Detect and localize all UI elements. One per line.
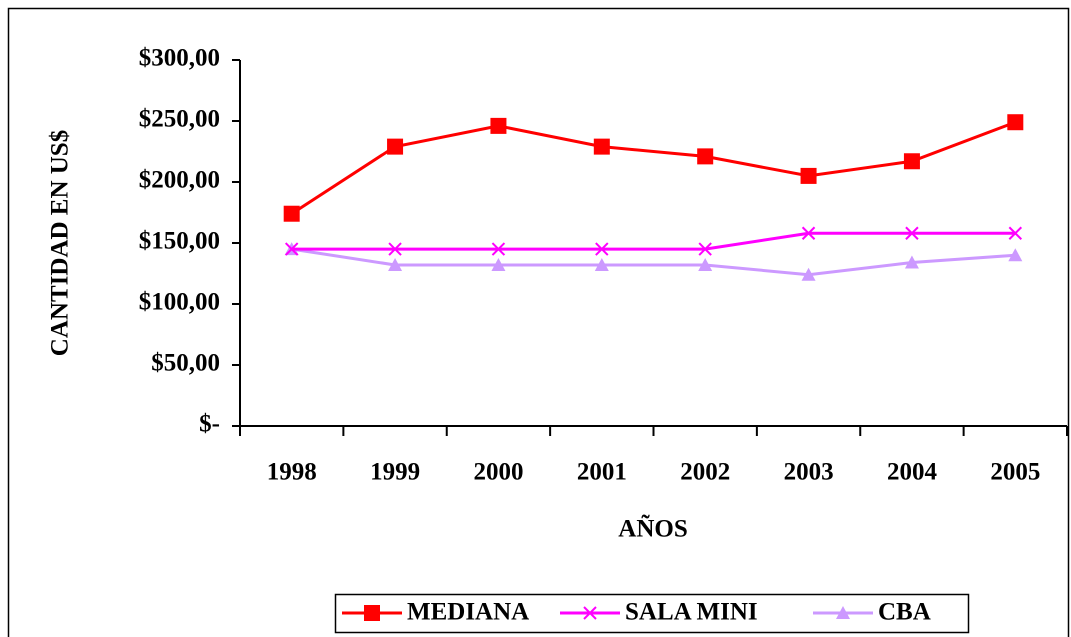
y-tick-label: $250,00 — [139, 106, 220, 133]
marker — [388, 257, 403, 271]
legend-label: MEDIANA — [407, 599, 529, 626]
marker — [1007, 114, 1024, 131]
y-tick-label: $- — [199, 411, 220, 438]
marker — [801, 267, 816, 281]
y-axis-title: CANTIDAD EN US$ — [47, 130, 74, 356]
y-tick-label: $100,00 — [139, 289, 220, 316]
marker — [903, 153, 920, 170]
marker — [388, 242, 402, 256]
marker — [1008, 226, 1023, 240]
x-tick-label: 2001 — [577, 459, 627, 486]
legend-label: CBA — [878, 599, 931, 626]
marker — [583, 606, 597, 620]
marker — [491, 242, 506, 256]
marker — [284, 242, 299, 256]
marker — [491, 257, 506, 271]
marker — [698, 242, 712, 256]
marker — [490, 117, 507, 134]
series-line — [290, 120, 1016, 215]
x-tick-label: 2004 — [887, 459, 938, 486]
marker — [387, 138, 404, 155]
x-tick-label: 2000 — [473, 459, 523, 486]
x-tick-label: 2002 — [680, 459, 730, 486]
legend-label: SALA MINI — [625, 599, 758, 626]
marker — [594, 257, 609, 271]
chart-border — [7, 7, 1070, 637]
marker — [905, 226, 919, 240]
marker — [364, 605, 380, 621]
marker — [593, 138, 610, 155]
x-tick-label: 1999 — [370, 459, 420, 486]
y-tick-label: $200,00 — [139, 167, 220, 194]
marker — [1008, 248, 1023, 262]
series-line — [291, 231, 1016, 251]
x-tick-label: 2005 — [990, 459, 1040, 486]
marker — [595, 242, 609, 256]
marker — [904, 255, 919, 269]
y-tick-label: $300,00 — [139, 45, 220, 72]
series-line — [291, 247, 1016, 277]
x-axis-title: AÑOS — [618, 515, 687, 543]
x-tick-label: 1998 — [267, 459, 317, 486]
y-tick-label: $150,00 — [139, 228, 220, 255]
marker — [697, 148, 714, 165]
y-tick-label: $50,00 — [151, 350, 220, 377]
marker — [801, 226, 816, 240]
marker — [283, 205, 300, 222]
x-tick-label: 2003 — [784, 459, 834, 486]
marker — [836, 606, 850, 619]
marker — [698, 257, 713, 271]
marker — [800, 167, 817, 184]
